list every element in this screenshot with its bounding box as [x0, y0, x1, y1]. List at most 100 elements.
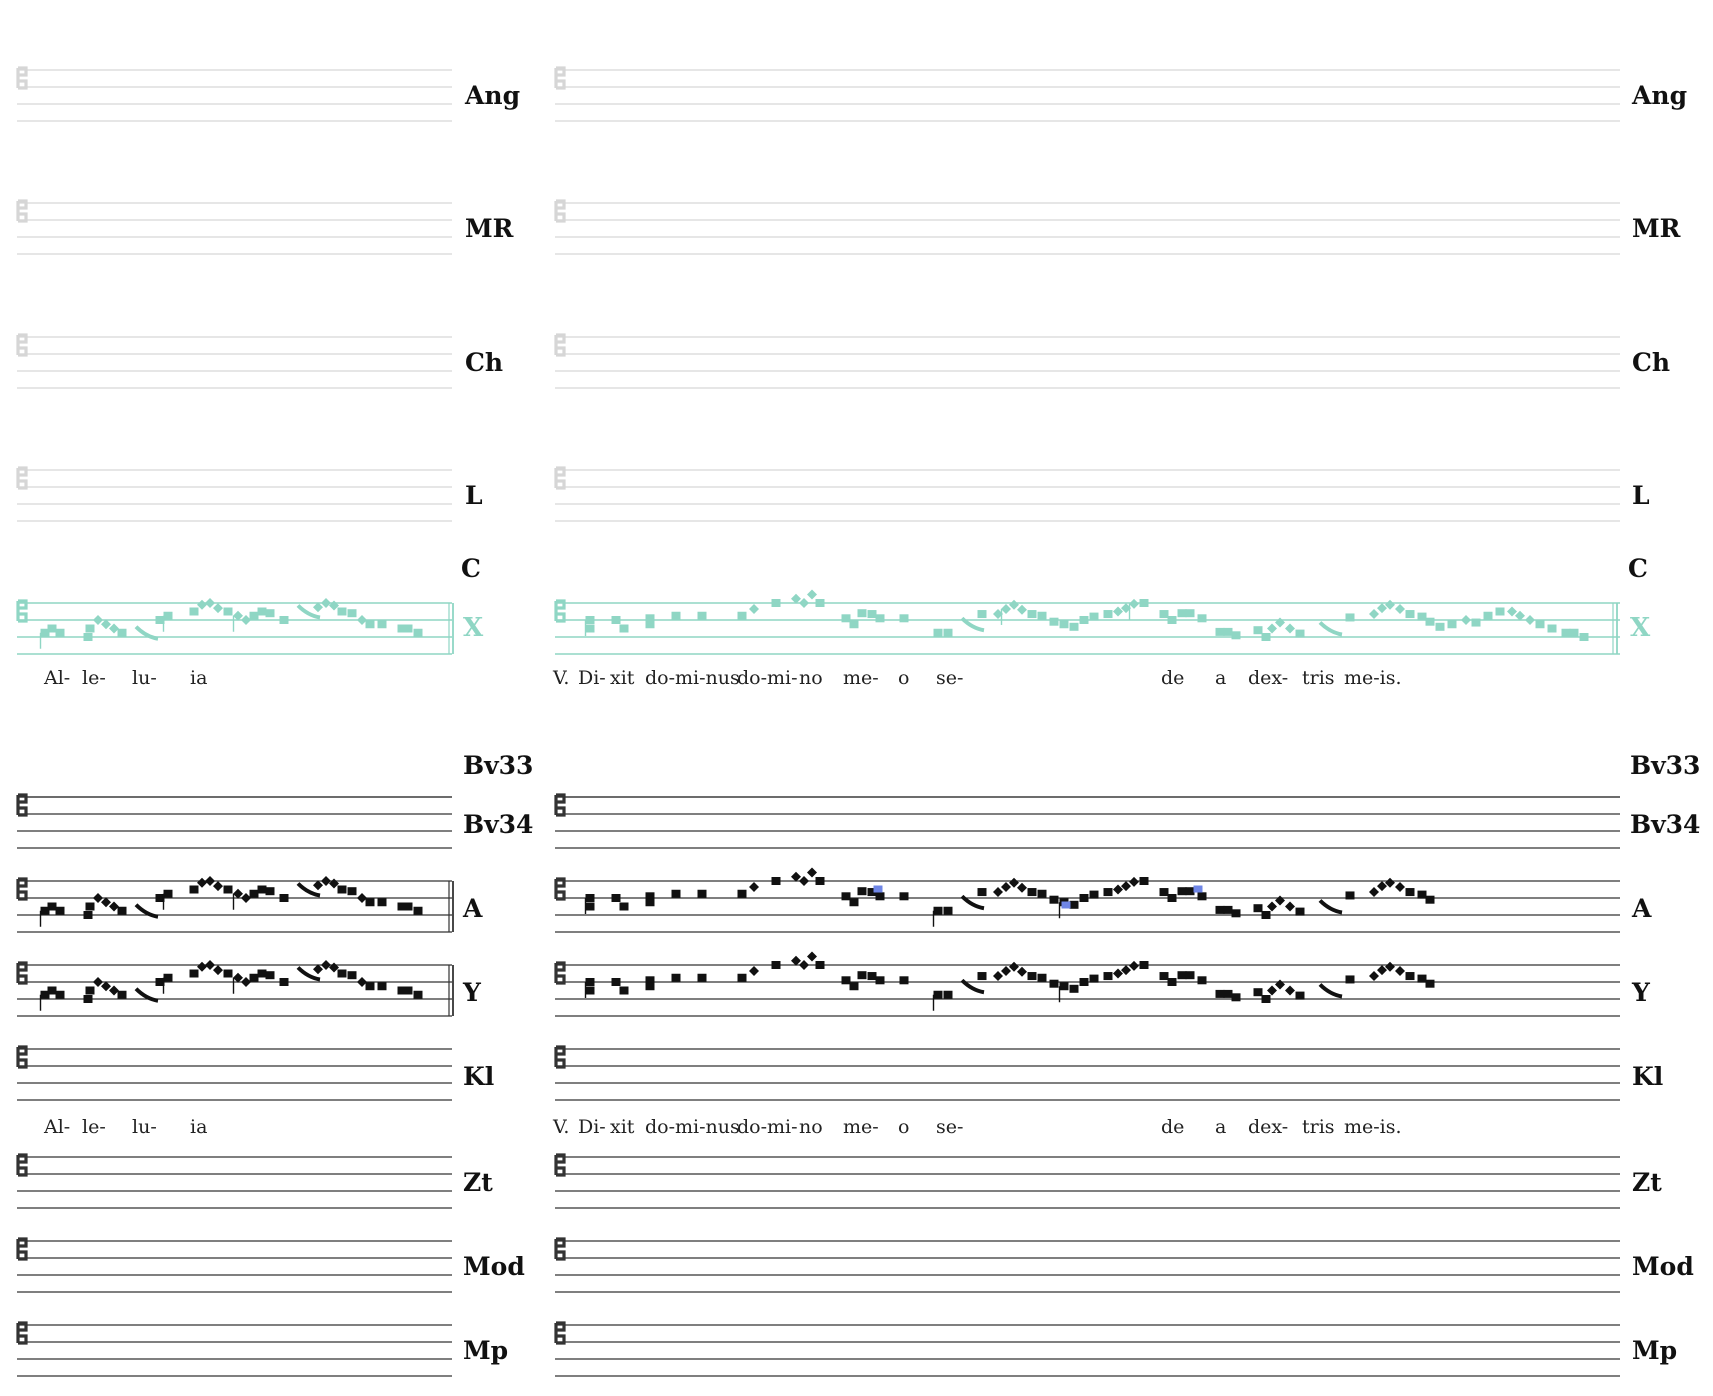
neume-square — [1295, 629, 1305, 638]
siglum-a-right[interactable]: A — [1631, 894, 1652, 923]
siglum-mp-right[interactable]: Mp — [1632, 1336, 1677, 1365]
neume-diamond — [101, 897, 111, 908]
siglum-mr-left[interactable]: MR — [465, 214, 514, 243]
neume-diamond — [1001, 965, 1011, 976]
neume-square — [47, 902, 57, 911]
siglum-mr-right[interactable]: MR — [1632, 214, 1681, 243]
neume-highlight — [873, 885, 883, 893]
c-clef-icon — [16, 1045, 28, 1069]
siglum-kl-right[interactable]: Kl — [1632, 1062, 1663, 1091]
neume-square — [1185, 887, 1195, 896]
neume-square — [841, 614, 851, 623]
siglum-bv34-right[interactable]: Bv34 — [1630, 810, 1700, 839]
lyric-syllable: de — [1161, 667, 1184, 689]
neume-square — [257, 969, 267, 978]
neume-square — [1253, 626, 1263, 635]
siglum-c-right[interactable]: C — [1628, 554, 1648, 583]
siglum-kl-left[interactable]: Kl — [463, 1062, 494, 1091]
staff-faded-2 — [16, 333, 1620, 389]
siglum-ang-left[interactable]: Ang — [464, 81, 520, 110]
lyric-syllable: ia — [190, 667, 207, 689]
neume-diamond — [1121, 603, 1131, 614]
staff-x — [16, 599, 1620, 655]
siglum-mod-right[interactable]: Mod — [1632, 1252, 1694, 1281]
siglum-ch-right[interactable]: Ch — [1632, 348, 1670, 377]
siglum-mod-left[interactable]: Mod — [463, 1252, 525, 1281]
neume-diamond — [1121, 965, 1131, 976]
staff-black-3 — [16, 1045, 1620, 1101]
neume-square — [1215, 905, 1225, 914]
lyric-syllable: no — [799, 667, 823, 689]
neume-diamond — [1017, 966, 1027, 977]
neume-square — [1253, 904, 1263, 913]
neume-square — [1167, 616, 1177, 624]
neume-square — [55, 906, 65, 915]
neume-square — [279, 978, 289, 986]
neume-diamond — [749, 881, 759, 892]
neume-square — [1177, 887, 1187, 896]
neume-square — [1447, 620, 1457, 629]
neume-square — [619, 986, 629, 995]
lyrics-system-2-right: V. Di- xit do-mi-nus do-mi- no me- o se-… — [552, 1116, 1402, 1138]
siglum-l-right[interactable]: L — [1632, 481, 1650, 510]
lyric-syllable: tris — [1302, 667, 1335, 689]
neume-square — [1069, 900, 1079, 909]
neume-diamond — [1129, 960, 1139, 971]
neume-diamond — [1369, 609, 1379, 620]
neume-diamond — [321, 876, 331, 886]
neume-square — [40, 628, 50, 637]
neume-square — [1059, 982, 1069, 991]
siglum-l-left[interactable]: L — [465, 481, 483, 510]
lyric-syllable: Di- — [578, 667, 606, 689]
neume-square — [223, 885, 233, 894]
neume-square — [1177, 609, 1187, 618]
neume-square — [1231, 993, 1241, 1002]
neume-square — [155, 978, 165, 986]
neume-square — [585, 894, 595, 902]
siglum-x-right[interactable]: X — [1630, 613, 1651, 643]
neume-square — [1295, 907, 1305, 916]
siglum-bv33-right[interactable]: Bv33 — [1630, 751, 1700, 780]
siglum-a-left[interactable]: A — [462, 894, 483, 923]
siglum-bv33-left[interactable]: Bv33 — [463, 751, 533, 780]
siglum-mp-left[interactable]: Mp — [463, 1336, 508, 1365]
siglum-ang-right[interactable]: Ang — [1631, 81, 1687, 110]
c-clef-icon — [554, 961, 566, 985]
neume-diamond — [791, 955, 801, 966]
highlighted-neumes — [873, 885, 1203, 909]
neume-square — [857, 971, 867, 980]
neume-square — [47, 624, 57, 633]
neume-square — [737, 611, 747, 620]
c-clef-icon — [554, 1237, 566, 1261]
siglum-bv34-left[interactable]: Bv34 — [463, 810, 533, 839]
neume-diamond — [1285, 623, 1295, 634]
neume-square — [645, 898, 655, 907]
neume-diamond — [329, 962, 339, 973]
siglum-ch-left[interactable]: Ch — [465, 348, 503, 377]
lyric-syllable: no — [799, 1116, 823, 1138]
neume-diamond — [993, 609, 1003, 620]
neume-oblique — [1318, 899, 1343, 915]
neume-oblique — [134, 903, 159, 919]
neumes-x-right — [584, 589, 1589, 641]
siglum-x-left[interactable]: X — [463, 613, 484, 643]
siglum-zt-right[interactable]: Zt — [1632, 1168, 1662, 1197]
staff-black-5 — [16, 1237, 1620, 1293]
neume-square — [365, 982, 375, 991]
lyrics-system-2-left: Al- le- lu- ia — [43, 1116, 207, 1138]
neume-square — [265, 887, 275, 896]
neume-square — [849, 982, 859, 991]
neume-square — [1231, 909, 1241, 918]
neume-square — [875, 614, 885, 623]
neume-square — [1435, 622, 1445, 631]
neume-square — [189, 885, 199, 894]
neume-square — [279, 894, 289, 902]
siglum-zt-left[interactable]: Zt — [463, 1168, 493, 1197]
siglum-c-left[interactable]: C — [461, 554, 481, 583]
neume-square — [977, 972, 987, 981]
siglum-y-right[interactable]: Y — [1631, 978, 1651, 1007]
siglum-y-left[interactable]: Y — [462, 978, 482, 1007]
neume-square — [1159, 888, 1169, 897]
neume-square — [189, 607, 199, 616]
lyric-syllable: do-mi-nus — [645, 1116, 740, 1138]
